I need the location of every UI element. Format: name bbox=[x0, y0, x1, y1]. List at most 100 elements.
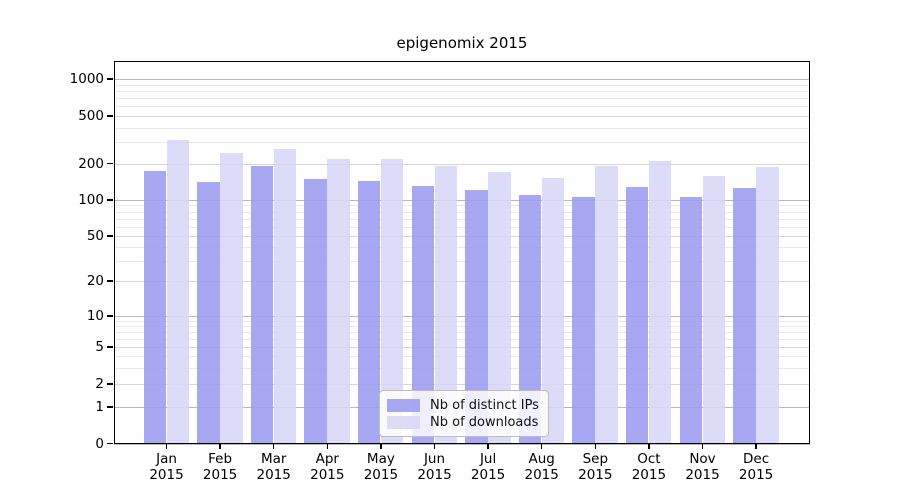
bar-distinct-ips bbox=[465, 189, 488, 444]
x-tick-label: Sep 2015 bbox=[563, 451, 627, 483]
bar-distinct-ips bbox=[572, 196, 595, 444]
x-tick-label-month: May bbox=[366, 451, 395, 467]
legend-label-downloads: Nb of downloads bbox=[430, 415, 539, 430]
x-tick-label-month: Apr bbox=[315, 451, 339, 467]
x-tick-label-month: Jun bbox=[423, 451, 446, 467]
x-tick-label-year: 2015 bbox=[310, 466, 345, 483]
gridline bbox=[114, 325, 810, 327]
gridline bbox=[114, 384, 810, 385]
gridline bbox=[114, 347, 810, 348]
legend-swatch-distinct-ips-icon bbox=[387, 399, 420, 412]
x-tick-mark bbox=[273, 444, 275, 449]
legend-item-distinct-ips: Nb of distinct IPs bbox=[387, 397, 540, 414]
x-tick-mark bbox=[701, 444, 704, 449]
bar-downloads bbox=[756, 167, 779, 444]
gridline bbox=[114, 338, 810, 340]
x-tick-label-month: Dec bbox=[743, 451, 770, 467]
y-tick-mark bbox=[107, 162, 113, 165]
legend-item-downloads: Nb of downloads bbox=[387, 414, 540, 431]
bar-distinct-ips bbox=[625, 187, 649, 444]
gridline bbox=[114, 200, 810, 202]
y-tick-label: 1000 bbox=[69, 71, 104, 87]
bar-distinct-ips bbox=[197, 182, 220, 444]
y-tick-mark bbox=[107, 406, 113, 408]
x-tick-label: Jul 2015 bbox=[456, 451, 520, 483]
bar-distinct-ips bbox=[411, 185, 434, 444]
bar-downloads bbox=[220, 152, 243, 444]
gridline bbox=[114, 205, 810, 207]
bar-distinct-ips bbox=[733, 187, 756, 444]
y-tick-label: 500 bbox=[78, 108, 104, 124]
y-tick-label: 50 bbox=[86, 228, 104, 244]
x-tick-label: Aug 2015 bbox=[510, 451, 574, 483]
x-tick-label: Mar 2015 bbox=[242, 451, 306, 483]
y-tick-mark bbox=[107, 442, 113, 445]
legend-label-distinct-ips: Nb of distinct IPs bbox=[430, 398, 539, 413]
x-tick-label-month: Oct bbox=[637, 451, 661, 467]
y-tick-label: 200 bbox=[78, 155, 104, 172]
gridline bbox=[114, 106, 810, 108]
gridline bbox=[114, 246, 810, 248]
bar-downloads bbox=[595, 166, 618, 444]
bar-downloads bbox=[327, 158, 350, 444]
gridline bbox=[114, 367, 810, 369]
gridline bbox=[114, 79, 810, 81]
x-tick-label-month: Nov bbox=[689, 451, 716, 467]
x-tick-label-month: Sep bbox=[582, 451, 609, 467]
y-tick-label: 10 bbox=[86, 308, 104, 324]
x-tick-label: Feb 2015 bbox=[188, 451, 252, 483]
x-tick-label-year: 2015 bbox=[631, 466, 667, 483]
x-tick-mark bbox=[594, 444, 596, 449]
gridline bbox=[114, 218, 810, 220]
x-tick-label: Jun 2015 bbox=[403, 451, 467, 483]
x-tick-label-month: Feb bbox=[208, 451, 233, 467]
gridline bbox=[114, 331, 810, 333]
x-tick-mark bbox=[326, 444, 328, 449]
x-tick-label-year: 2015 bbox=[470, 466, 506, 483]
x-tick-label: Jan 2015 bbox=[135, 451, 199, 483]
y-tick-mark bbox=[107, 280, 113, 282]
x-tick-label-year: 2015 bbox=[738, 466, 774, 483]
gridline bbox=[114, 90, 810, 92]
y-tick-label: 1 bbox=[95, 399, 104, 415]
x-tick-label: Nov 2015 bbox=[671, 451, 735, 483]
bar-distinct-ips bbox=[357, 180, 381, 444]
gridline bbox=[114, 316, 810, 318]
bar-distinct-ips bbox=[679, 197, 702, 444]
x-tick-label: Apr 2015 bbox=[295, 451, 359, 483]
x-tick-label-year: 2015 bbox=[685, 466, 720, 483]
gridline bbox=[114, 356, 810, 357]
bar-distinct-ips bbox=[250, 166, 274, 444]
bar-downloads bbox=[648, 160, 672, 444]
y-tick-label: 0 bbox=[95, 435, 104, 452]
x-tick-label-month: Jan bbox=[156, 451, 177, 467]
bar-distinct-ips bbox=[304, 178, 327, 444]
gridline bbox=[114, 261, 810, 263]
gridline bbox=[114, 163, 810, 165]
bar-distinct-ips bbox=[143, 171, 166, 444]
x-tick-label: Dec 2015 bbox=[724, 451, 788, 483]
x-tick-label-year: 2015 bbox=[149, 466, 184, 483]
gridline bbox=[114, 116, 810, 117]
bar-downloads bbox=[380, 159, 404, 444]
x-tick-mark bbox=[219, 444, 221, 449]
gridline bbox=[114, 281, 810, 282]
gridline bbox=[114, 236, 810, 237]
x-tick-label-year: 2015 bbox=[363, 466, 399, 483]
y-tick-label: 2 bbox=[95, 376, 104, 392]
bar-downloads bbox=[434, 165, 457, 444]
plot-area bbox=[114, 61, 810, 445]
bar-downloads bbox=[702, 175, 725, 444]
y-tick-mark bbox=[107, 115, 113, 117]
x-tick-label-month: Aug bbox=[528, 451, 555, 467]
gridline bbox=[114, 226, 810, 228]
x-tick-label-year: 2015 bbox=[524, 466, 559, 483]
bar-downloads bbox=[541, 178, 565, 444]
gridline bbox=[114, 98, 810, 100]
bar-downloads bbox=[488, 172, 511, 444]
x-tick-mark bbox=[433, 444, 436, 449]
x-tick-label: May 2015 bbox=[349, 451, 413, 483]
y-tick-mark bbox=[107, 383, 113, 385]
legend-swatch-downloads-icon bbox=[387, 416, 420, 429]
